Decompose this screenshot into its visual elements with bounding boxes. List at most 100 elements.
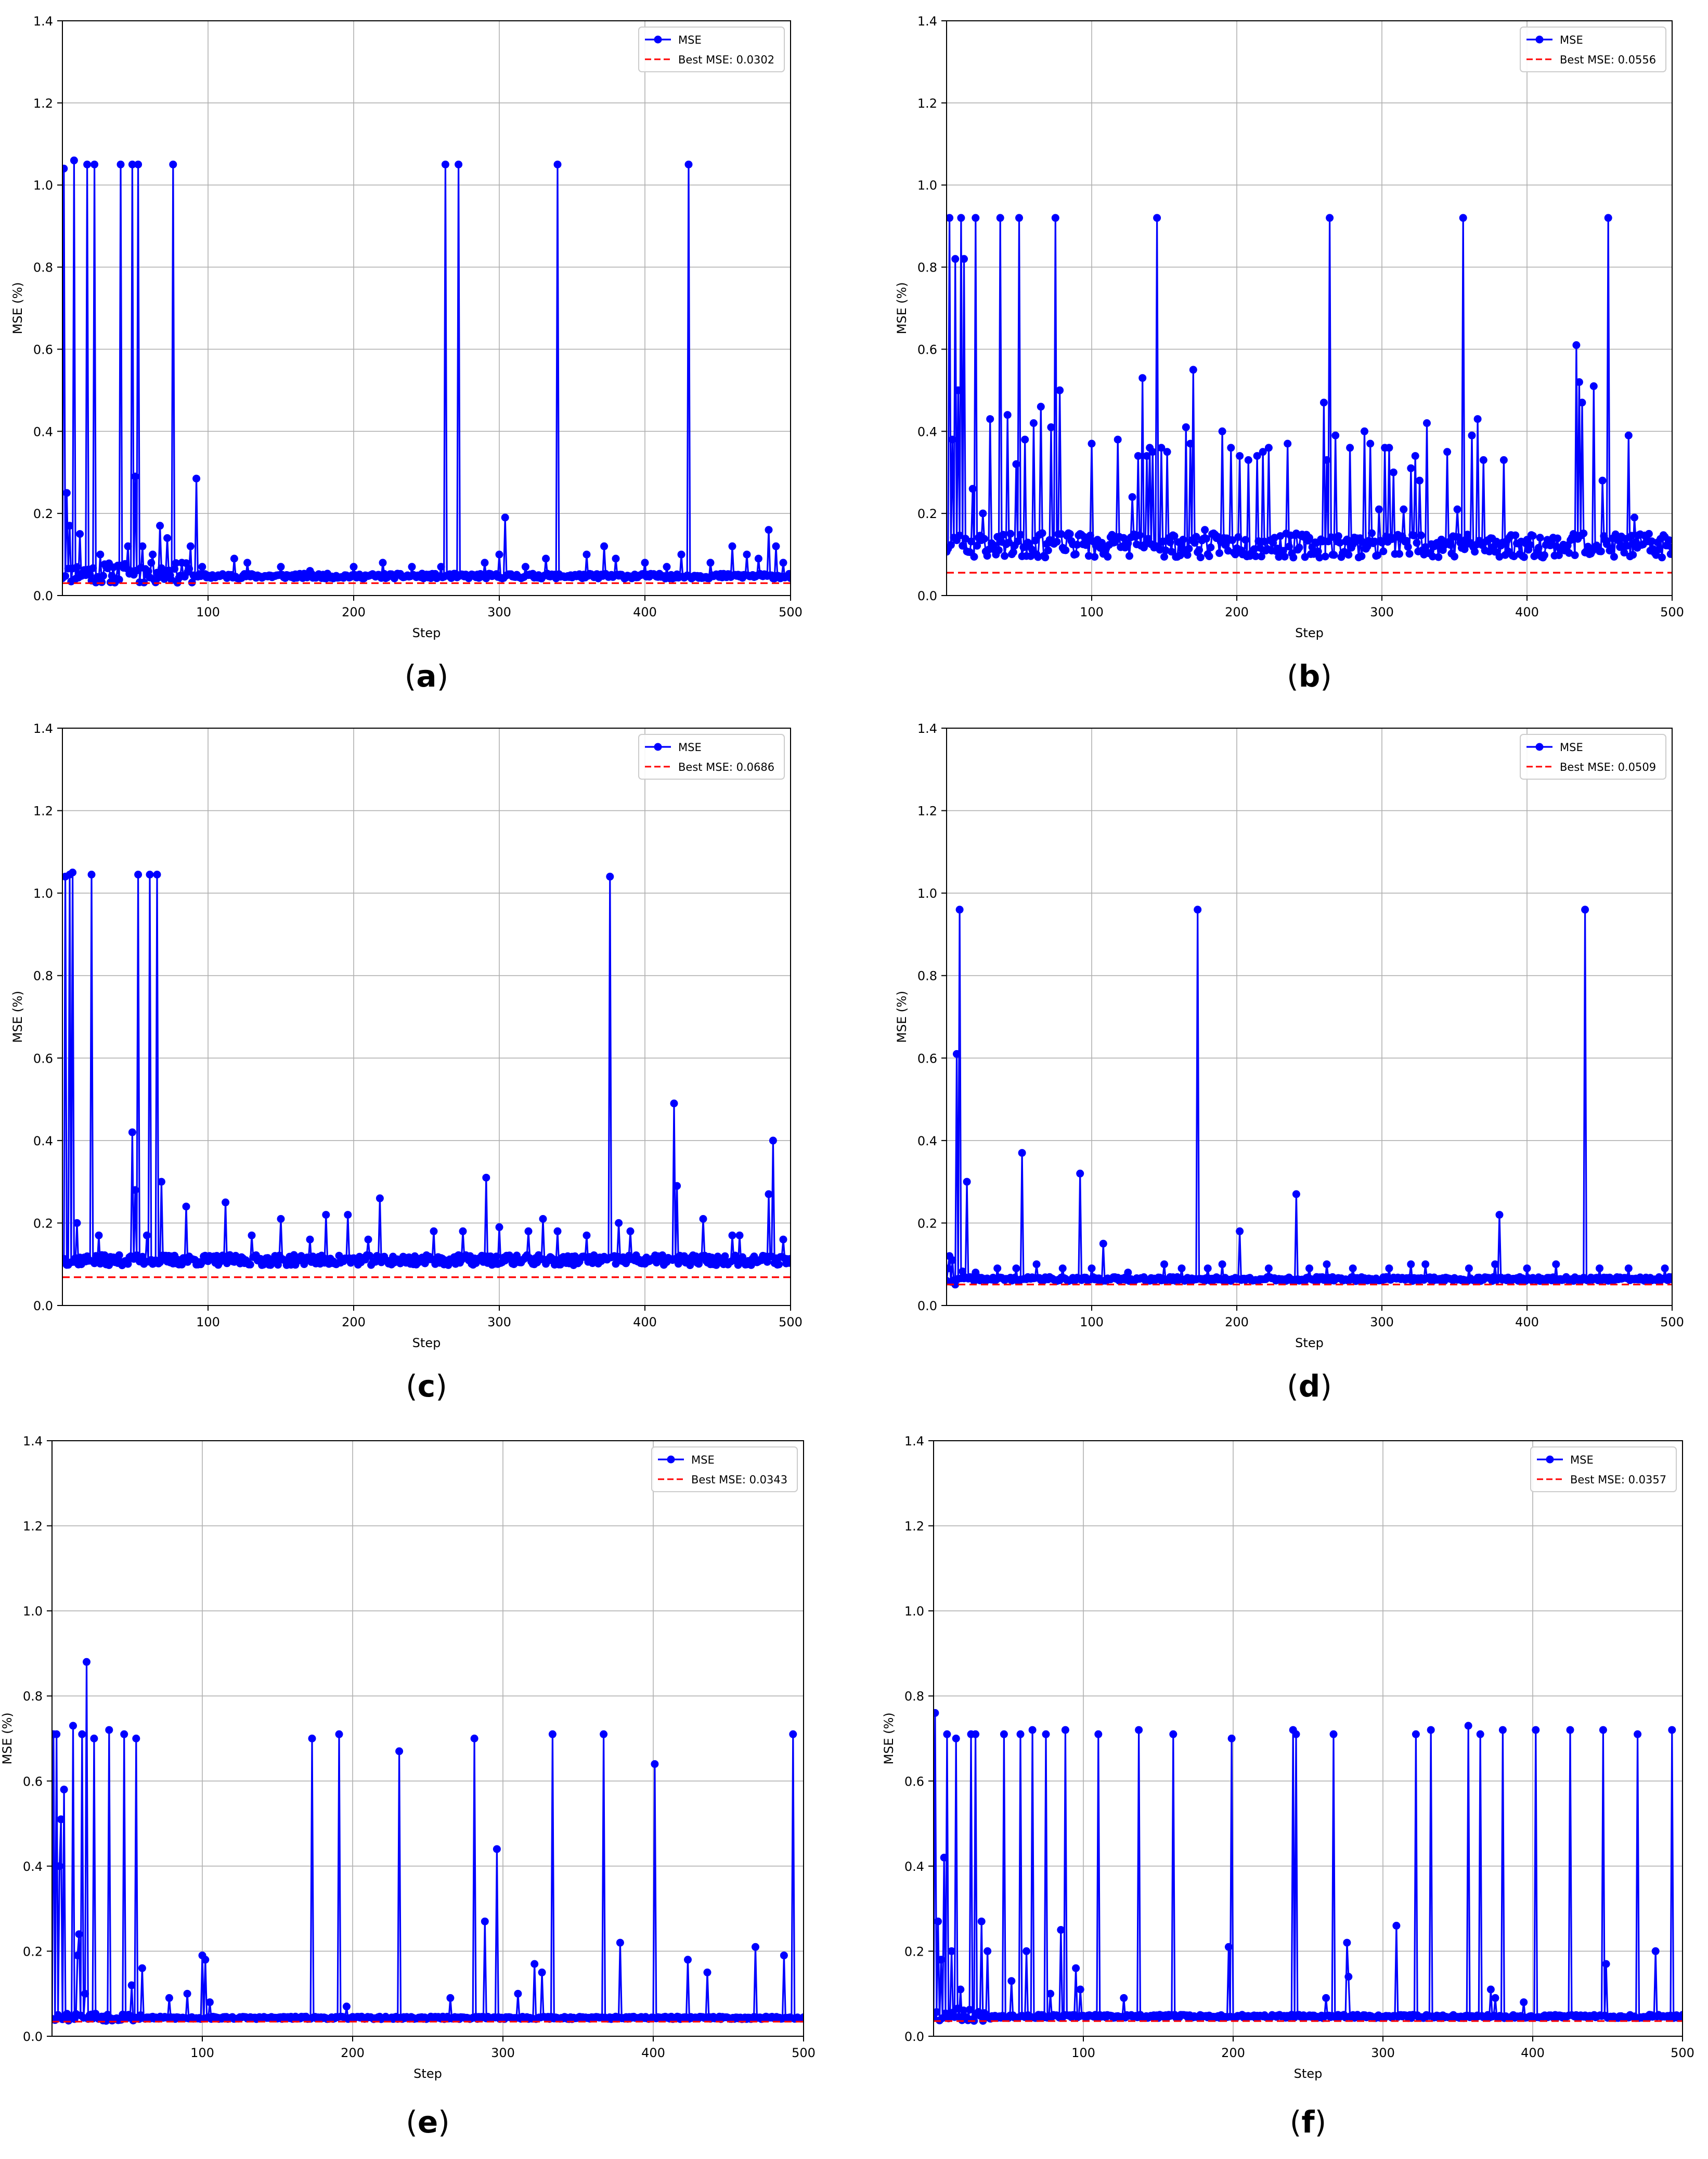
mse-point — [1370, 537, 1379, 546]
y-tick-label: 0.4 — [904, 1859, 924, 1874]
mse-point — [1006, 529, 1015, 538]
mse-point — [1204, 1264, 1212, 1273]
mse-point — [1099, 1239, 1107, 1248]
mse-point — [530, 1960, 539, 1968]
mse-point — [1157, 444, 1166, 452]
mse-point — [1598, 476, 1607, 485]
mse-point — [1012, 1264, 1020, 1273]
mse-point — [1421, 1260, 1430, 1269]
mse-point — [1464, 531, 1472, 539]
mse-point — [553, 160, 562, 169]
mse-point — [1295, 544, 1303, 552]
mse-point — [1038, 529, 1046, 537]
y-tick-label: 1.4 — [917, 14, 937, 29]
mse-point — [1009, 548, 1017, 557]
mse-point — [673, 1182, 681, 1190]
mse-point — [1479, 456, 1487, 464]
mse-point — [1321, 552, 1329, 561]
mse-point — [1327, 533, 1335, 541]
mse-point — [128, 1128, 136, 1136]
mse-point — [612, 1260, 620, 1268]
mse-point — [495, 550, 503, 559]
mse-point — [1610, 553, 1618, 561]
mse-series-line — [52, 1661, 804, 2022]
y-tick-label: 0.8 — [33, 969, 53, 984]
mse-point — [138, 1964, 146, 1972]
mse-point — [1202, 535, 1210, 543]
mse-point — [350, 563, 358, 571]
mse-point — [557, 1260, 565, 1269]
mse-point — [651, 1760, 659, 1768]
mse-point — [1088, 439, 1096, 448]
y-tick-label: 0.0 — [904, 2029, 924, 2044]
x-tick-label: 500 — [779, 1315, 803, 1329]
mse-point — [182, 1203, 190, 1211]
mse-point — [53, 1730, 61, 1738]
mse-point — [1343, 535, 1351, 544]
mse-point — [728, 1231, 736, 1239]
y-tick-label: 0.4 — [33, 424, 53, 439]
mse-point — [686, 1261, 694, 1270]
mse-point — [1631, 513, 1638, 522]
mse-point — [1134, 452, 1142, 460]
mse-point — [1319, 398, 1328, 407]
mse-point — [940, 1854, 948, 1861]
mse-point — [1120, 1994, 1128, 2002]
mse-point — [1471, 548, 1479, 556]
chart-panel-e: 0.0 0.2 0.4 0.6 0.8 1.0 1.2 1.4 100 200 300 400 500 S… — [0, 1434, 816, 2140]
mse-point — [1066, 530, 1074, 538]
mse-point — [1655, 545, 1663, 553]
mse-point — [1409, 532, 1418, 540]
y-tick-label: 1.0 — [23, 1604, 43, 1619]
mse-point — [430, 1227, 438, 1235]
mse-point — [157, 1178, 165, 1186]
chart-panel-d: 0.0 0.2 0.4 0.6 0.8 1.0 1.2 1.4 100 200 300 400 500 S… — [895, 721, 1684, 1404]
mse-point — [977, 1917, 986, 1925]
mse-point — [1404, 543, 1412, 551]
mse-point — [160, 575, 169, 583]
mse-point — [1284, 439, 1292, 448]
mse-point — [1329, 1730, 1338, 1738]
mse-point — [616, 1938, 624, 1947]
mse-point — [1552, 1260, 1560, 1269]
mse-point — [246, 1260, 254, 1269]
mse-point — [524, 1227, 533, 1235]
mse-point — [735, 1231, 744, 1239]
legend-mse-swatch-marker — [654, 743, 662, 751]
legend-best-label: Best MSE: 0.0509 — [1560, 761, 1656, 773]
mse-point — [754, 554, 762, 563]
mse-point — [1416, 476, 1424, 485]
mse-point — [149, 550, 157, 559]
mse-point — [1405, 550, 1414, 558]
plot-frame — [51, 1440, 804, 2037]
mse-point — [1084, 552, 1093, 560]
mse-point — [1597, 547, 1605, 555]
mse-point — [1417, 531, 1425, 539]
mse-point — [1098, 539, 1106, 547]
mse-point — [965, 2006, 974, 2014]
plot-area — [947, 906, 1672, 1289]
x-tick-label: 200 — [1221, 2046, 1245, 2060]
mse-point — [1189, 366, 1197, 374]
mse-point — [779, 1235, 787, 1244]
mse-point — [1581, 906, 1589, 914]
x-tick-label: 200 — [341, 2046, 365, 2060]
mse-point — [1427, 1726, 1435, 1734]
mse-point — [973, 541, 981, 550]
mse-point — [1056, 386, 1064, 394]
x-tick-label: 100 — [1080, 1315, 1104, 1329]
plot-area — [52, 1658, 804, 2025]
mse-point — [1061, 1726, 1069, 1734]
mse-point — [62, 489, 71, 497]
mse-point — [959, 541, 967, 550]
mse-point — [1160, 1260, 1168, 1269]
mse-point — [721, 1252, 729, 1260]
mse-point — [947, 214, 954, 222]
mse-point — [1280, 552, 1289, 561]
panel-caption: (a) — [405, 658, 448, 694]
mse-point — [1423, 419, 1431, 427]
mse-point — [769, 1136, 777, 1145]
mse-point — [1034, 553, 1042, 561]
x-tick-label: 300 — [1371, 2046, 1395, 2060]
y-tick-label: 0.8 — [904, 1689, 924, 1704]
